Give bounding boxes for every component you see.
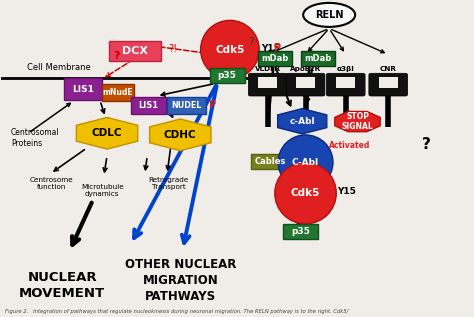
FancyBboxPatch shape [326,73,365,96]
Text: mNudE: mNudE [102,88,133,97]
Polygon shape [150,119,211,151]
Text: mDab: mDab [261,54,289,63]
Text: LIS1: LIS1 [73,85,94,94]
FancyBboxPatch shape [379,77,398,87]
FancyBboxPatch shape [167,97,206,114]
Polygon shape [76,117,138,149]
Ellipse shape [278,135,333,190]
Polygon shape [278,109,327,134]
FancyBboxPatch shape [251,154,290,169]
Ellipse shape [275,163,336,224]
FancyBboxPatch shape [131,97,166,114]
FancyBboxPatch shape [64,78,102,100]
Text: VLDLR: VLDLR [255,66,281,72]
FancyBboxPatch shape [337,77,355,87]
Text: ApoE2R: ApoE2R [290,66,321,72]
Text: CDLC: CDLC [92,128,122,138]
Text: Microtubule
dynamics: Microtubule dynamics [81,184,124,197]
Text: ?!: ?! [169,44,178,54]
Text: OTHER NUCLEAR
MIGRATION
PATHWAYS: OTHER NUCLEAR MIGRATION PATHWAYS [125,257,236,302]
Text: ?: ? [421,137,430,152]
Text: P: P [208,100,215,110]
Ellipse shape [201,20,259,79]
Text: mDab: mDab [305,54,332,63]
Text: Activated: Activated [329,141,371,150]
Text: Centrosome
function: Centrosome function [30,177,73,190]
FancyBboxPatch shape [258,50,292,66]
FancyBboxPatch shape [369,73,408,96]
Text: STOP
SIGNAL: STOP SIGNAL [342,112,374,131]
Text: RELN: RELN [315,10,343,20]
Text: Y15: Y15 [262,43,281,53]
Text: p35: p35 [292,227,310,236]
Text: ?: ? [113,51,120,61]
FancyBboxPatch shape [296,77,315,87]
Text: Cell Membrane: Cell Membrane [27,63,91,72]
FancyBboxPatch shape [102,84,134,101]
Text: LIS1: LIS1 [138,101,159,110]
Text: NUCLEAR
MOVEMENT: NUCLEAR MOVEMENT [19,271,105,300]
FancyBboxPatch shape [301,50,335,66]
Text: Cdk5: Cdk5 [291,188,320,198]
Text: NUDEL: NUDEL [171,101,201,110]
Text: C-Abl: C-Abl [292,158,319,167]
Text: α3βI: α3βI [337,66,355,72]
Text: Centrosomal
Proteins: Centrosomal Proteins [11,128,60,148]
FancyBboxPatch shape [210,68,245,83]
Text: c-Abl: c-Abl [290,117,315,126]
FancyBboxPatch shape [258,77,277,87]
FancyBboxPatch shape [248,73,287,96]
Text: DCX: DCX [122,46,148,56]
FancyBboxPatch shape [286,73,325,96]
Text: ?: ? [248,37,254,47]
FancyBboxPatch shape [283,223,318,239]
Ellipse shape [303,3,355,27]
Text: Figure 2.   Integration of pathways that regulate nucleokinesis during neuronal : Figure 2. Integration of pathways that r… [5,309,349,314]
FancyBboxPatch shape [109,41,161,61]
Text: Cdk5: Cdk5 [215,45,245,55]
Text: CNR: CNR [380,66,397,72]
Text: CDHC: CDHC [164,130,197,140]
Text: Retrograde
Transport: Retrograde Transport [148,177,189,190]
Text: P: P [273,43,281,53]
Text: p35: p35 [218,71,237,80]
Polygon shape [335,112,380,132]
Text: Y15: Y15 [337,187,356,196]
Text: Cables: Cables [255,157,286,166]
